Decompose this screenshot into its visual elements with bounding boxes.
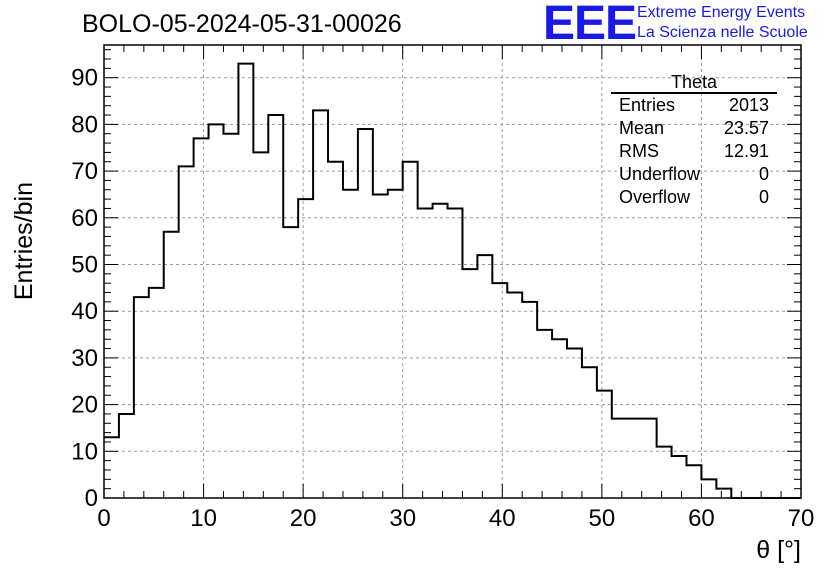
y-axis-label: Entries/bin [10, 182, 38, 300]
stats-value: 12.91 [723, 141, 769, 161]
stats-value: 0 [758, 187, 769, 207]
y-tick-label: 70 [71, 158, 98, 185]
stats-label: Mean [619, 118, 665, 138]
stats-row-rms: RMS 12.91 [611, 140, 777, 163]
stats-row-underflow: Underflow 0 [611, 163, 777, 186]
stats-label: Entries [619, 95, 676, 115]
x-tick-label: 0 [97, 505, 110, 532]
stats-title: Theta [611, 72, 777, 94]
x-tick-labels: 0 10 20 30 40 50 60 70 [97, 505, 814, 532]
y-tick-label: 0 [85, 485, 98, 512]
stats-label: RMS [619, 141, 659, 161]
axis-ticks [103, 45, 802, 499]
y-tick-label: 60 [71, 205, 98, 232]
y-tick-labels: 0 10 20 30 40 50 60 70 80 90 [71, 65, 98, 512]
stats-row-entries: Entries 2013 [611, 94, 777, 117]
stats-label: Overflow [619, 187, 691, 207]
stats-row-mean: Mean 23.57 [611, 117, 777, 140]
stats-value: 0 [758, 164, 769, 184]
y-tick-label: 80 [71, 111, 98, 138]
logo-line-2: La Scienza nelle Scuole [637, 24, 808, 41]
grid-lines [104, 45, 801, 498]
histogram-series [104, 62, 801, 499]
stats-row-overflow: Overflow 0 [611, 186, 777, 209]
stats-label: Underflow [619, 164, 701, 184]
plot-frame [103, 44, 802, 499]
eee-logo: EEE [543, 0, 637, 50]
stats-box: Theta Entries 2013 Mean 23.57 RMS 12.91 … [611, 72, 777, 209]
x-tick-label: 70 [788, 505, 815, 532]
run-title: BOLO-05-2024-05-31-00026 [82, 10, 402, 38]
y-tick-label: 50 [71, 251, 98, 278]
y-tick-label: 20 [71, 392, 98, 419]
y-tick-label: 90 [71, 65, 98, 92]
x-tick-label: 60 [688, 505, 715, 532]
x-tick-label: 40 [489, 505, 516, 532]
y-tick-label: 30 [71, 345, 98, 372]
x-tick-label: 20 [290, 505, 317, 532]
x-axis-label: θ [°] [756, 536, 801, 564]
logo-line-1: Extreme Energy Events [637, 4, 806, 21]
stats-value: 2013 [728, 95, 769, 115]
stats-value: 23.57 [723, 118, 769, 138]
x-tick-label: 50 [589, 505, 616, 532]
y-tick-label: 10 [71, 438, 98, 465]
y-tick-label: 40 [71, 298, 98, 325]
x-tick-label: 10 [190, 505, 217, 532]
x-tick-label: 30 [389, 505, 416, 532]
